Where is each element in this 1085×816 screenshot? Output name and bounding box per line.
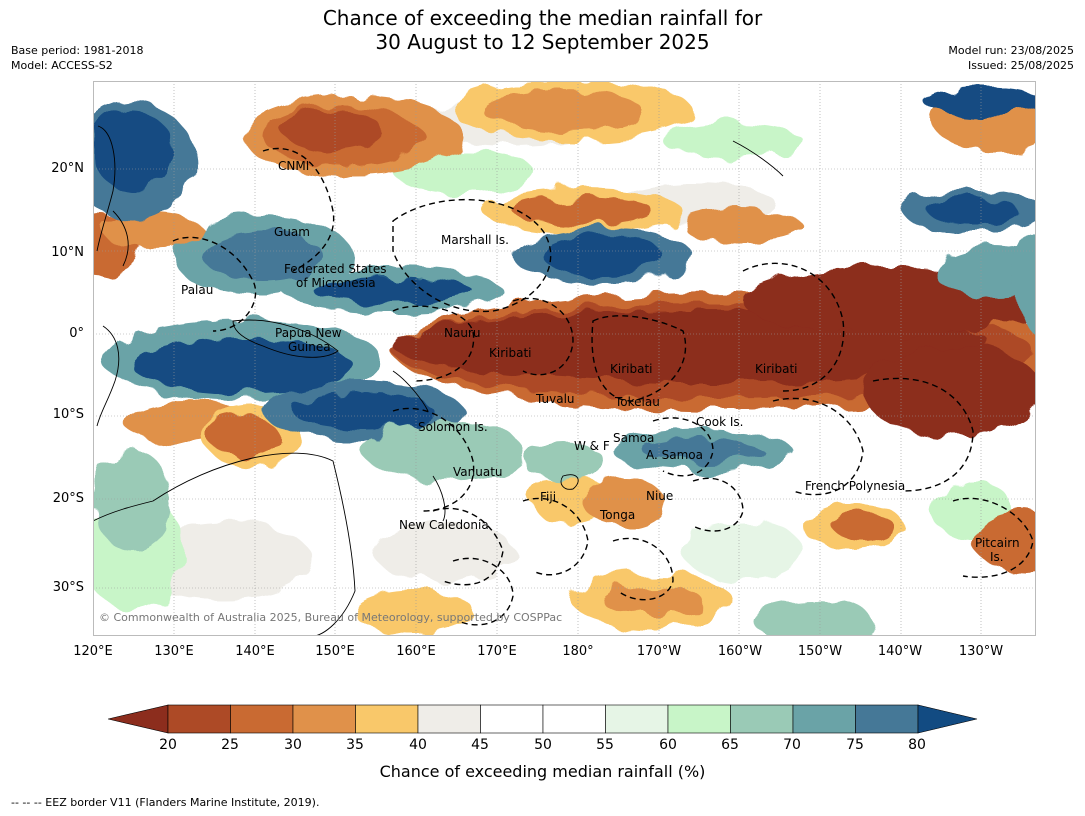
label-samoa: Samoa	[613, 431, 654, 445]
lon-tick: 140°W	[877, 644, 923, 659]
colorbar-tick: 65	[721, 737, 739, 753]
copyright-notice: © Commonwealth of Australia 2025, Bureau…	[99, 611, 562, 624]
label-french-polynesia: French Polynesia	[805, 479, 905, 493]
model-run: Model run: 23/08/2025	[948, 44, 1074, 57]
label-tokelau: Tokelau	[614, 395, 660, 409]
label-kiribati-east: Kiribati	[755, 362, 797, 376]
colorbar-tick: 25	[221, 737, 239, 753]
colorbar-tick: 60	[659, 737, 677, 753]
lon-tick: 150°W	[797, 644, 843, 659]
lat-tick: 10°N	[51, 245, 84, 260]
colorbar-segment	[792, 704, 856, 734]
label-cnmi: CNMI	[278, 159, 309, 173]
label-wallis-futuna: W & F	[574, 439, 610, 453]
label-solomon: Solomon Is.	[418, 420, 488, 434]
lon-tick: 120°E	[73, 644, 113, 659]
map-canvas: CNMI Guam Marshall Is. Federated States …	[93, 81, 1036, 636]
colorbar-segment	[542, 704, 606, 734]
title-line-1: Chance of exceeding the median rainfall …	[322, 6, 763, 30]
lon-tick: 160°E	[396, 644, 436, 659]
issued-date: Issued: 25/08/2025	[967, 59, 1074, 72]
colorbar-label: Chance of exceeding median rainfall (%)	[379, 762, 706, 781]
base-period: Base period: 1981-2018	[11, 44, 144, 57]
lon-tick: 140°E	[235, 644, 275, 659]
colorbar-tick: 35	[346, 737, 364, 753]
label-new-caledonia: New Caledonia	[399, 518, 489, 532]
colorbar-tick: 20	[159, 737, 177, 753]
label-american-samoa: A. Samoa	[646, 448, 703, 462]
label-vanuatu: Vanuatu	[453, 465, 503, 479]
label-fsm-2: of Micronesia	[296, 276, 376, 290]
lat-tick: 20°S	[52, 491, 84, 506]
colorbar-segment	[480, 704, 544, 734]
colorbar-tick: 30	[284, 737, 302, 753]
lat-tick: 0°	[69, 326, 84, 341]
colorbar-segment	[667, 704, 731, 734]
rainfall-map: CNMI Guam Marshall Is. Federated States …	[93, 81, 1036, 636]
label-pitcairn-2: Is.	[990, 550, 1004, 564]
colorbar-tick: 75	[846, 737, 864, 753]
colorbar-extend-high	[917, 704, 978, 734]
eez-footnote: -- -- -- EEZ border V11 (Flanders Marine…	[11, 796, 320, 809]
colorbar-extend-low	[108, 704, 169, 734]
colorbar-segment	[605, 704, 669, 734]
lon-tick: 170°W	[636, 644, 682, 659]
lat-tick: 30°S	[52, 580, 84, 595]
lat-tick: 10°S	[52, 407, 84, 422]
label-guam: Guam	[274, 225, 310, 239]
label-png-1: Papua New	[275, 326, 342, 340]
colorbar-segment	[230, 704, 294, 734]
eez-borders	[172, 147, 1034, 626]
label-fiji: Fiji	[540, 490, 556, 504]
colorbar-segment	[417, 704, 481, 734]
colorbar-tick: 40	[409, 737, 427, 753]
lon-tick: 160°W	[717, 644, 763, 659]
label-marshall: Marshall Is.	[441, 233, 509, 247]
label-tuvalu: Tuvalu	[535, 392, 575, 406]
label-png-2: Guinea	[288, 340, 331, 354]
colorbar-tick: 45	[471, 737, 489, 753]
coastlines	[93, 125, 784, 636]
label-nauru: Nauru	[444, 326, 480, 340]
colorbar-tick: 50	[534, 737, 552, 753]
colorbar-tick: 55	[596, 737, 614, 753]
colorbar-segment	[730, 704, 794, 734]
label-fsm-1: Federated States	[284, 262, 386, 276]
colorbar-tick: 70	[783, 737, 801, 753]
label-kiribati-central: Kiribati	[610, 362, 652, 376]
colorbar	[108, 704, 978, 734]
lon-tick: 130°W	[958, 644, 1004, 659]
label-cook: Cook Is.	[696, 415, 743, 429]
label-kiribati-west: Kiribati	[489, 346, 531, 360]
colorbar-segment	[855, 704, 919, 734]
colorbar-segment	[167, 704, 231, 734]
region-labels: CNMI Guam Marshall Is. Federated States …	[181, 159, 1020, 564]
lon-tick: 180°	[562, 644, 594, 659]
label-palau: Palau	[181, 283, 213, 297]
label-niue: Niue	[646, 489, 673, 503]
meta-left: Base period: 1981-2018 Model: ACCESS-S2	[11, 43, 143, 73]
lat-tick: 20°N	[51, 161, 84, 176]
colorbar-segment	[292, 704, 356, 734]
lon-tick: 130°E	[154, 644, 194, 659]
graticule	[93, 81, 1036, 636]
label-pitcairn-1: Pitcairn	[975, 536, 1020, 550]
colorbar-segment	[355, 704, 419, 734]
model-name: Model: ACCESS-S2	[11, 59, 113, 72]
colorbar-tick: 80	[908, 737, 926, 753]
title-line-2: 30 August to 12 September 2025	[375, 30, 710, 54]
lon-tick: 170°E	[477, 644, 517, 659]
map-frame	[93, 81, 1036, 636]
lon-tick: 150°E	[315, 644, 355, 659]
label-tonga: Tonga	[599, 508, 635, 522]
chart-title: Chance of exceeding the median rainfall …	[0, 6, 1085, 54]
meta-right: Model run: 23/08/2025 Issued: 25/08/2025	[948, 43, 1074, 73]
